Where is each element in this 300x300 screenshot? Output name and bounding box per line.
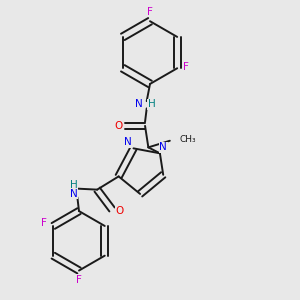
Text: CH₃: CH₃ [179, 135, 196, 144]
Text: F: F [41, 218, 47, 228]
Text: N: N [124, 137, 131, 147]
Text: O: O [115, 121, 123, 131]
Text: N: N [135, 99, 142, 110]
Text: N: N [70, 189, 78, 199]
Text: N: N [159, 142, 167, 152]
Text: H: H [148, 99, 155, 110]
Text: F: F [184, 61, 189, 72]
Text: F: F [147, 7, 153, 17]
Text: H: H [70, 180, 78, 190]
Text: F: F [76, 275, 82, 285]
Text: O: O [115, 206, 123, 216]
